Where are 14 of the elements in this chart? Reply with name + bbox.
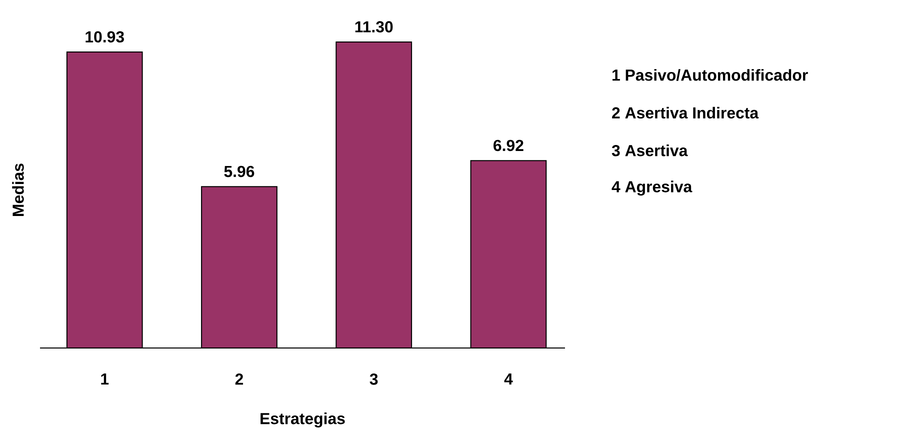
x-tick-label: 3 <box>370 374 378 385</box>
text: 4 Agresiva <box>612 180 692 196</box>
data-label: 10.93 <box>86 31 124 43</box>
data-label: 11.30 <box>355 21 393 32</box>
data-label: 6.92 <box>494 140 524 152</box>
x-tick-label: 2 <box>235 374 244 385</box>
y-axis-title: Medias <box>12 164 24 216</box>
x-tick-label: 4 <box>504 374 513 384</box>
text: 3 Asertiva <box>612 144 688 156</box>
x-tick-label: 1 <box>101 374 109 384</box>
text: 1 Pasivo/Automodificador <box>612 69 808 81</box>
data-label: 5.96 <box>224 166 254 178</box>
text: 2 Asertiva Indirecta <box>612 106 759 119</box>
x-axis-title: Estrategias <box>260 412 345 428</box>
